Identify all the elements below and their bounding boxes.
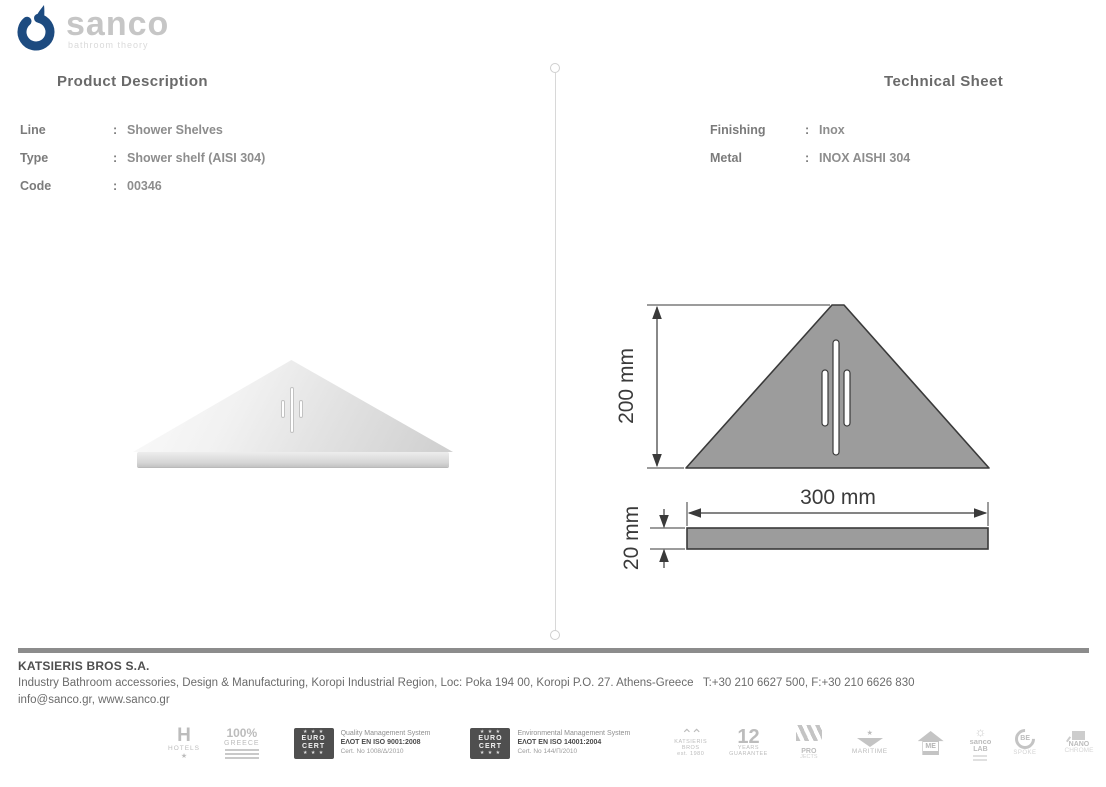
divider-bottom-circle: [550, 630, 560, 640]
drawing-slot-left: [821, 369, 829, 427]
iso-9001-badge: ★ ★ ★ EURO CERT ★ ★ ★ Quality Management…: [293, 727, 430, 759]
spec-value-finishing: Inox: [819, 123, 845, 137]
star-icon: ★: [180, 752, 188, 760]
hotels-icon: H: [177, 724, 191, 746]
spec-colon: :: [113, 151, 118, 165]
flag-icon: [1072, 730, 1086, 740]
circular-arrow-icon: BE: [1010, 725, 1040, 754]
certification-badges-row: H HOTELS ★ 100% GREECE ★ ★ ★ EURO CERT ★…: [168, 714, 1093, 772]
star-icon: ★: [866, 730, 873, 738]
footer-company-name: KATSIERIS BROS S.A.: [18, 659, 150, 673]
brand-tagline: bathroom theory: [68, 40, 149, 50]
katsieris-bros-badge: ⌃⌃ KATSIERIS BROS est. 1980: [674, 726, 708, 757]
nano-chrome-badge: NANO CHROME: [1065, 730, 1093, 755]
diagonal-stripes-icon: [795, 725, 822, 742]
12-years-guarantee-badge: 12 YEARS GUARANTEE: [729, 726, 768, 757]
spec-label-type: Type: [20, 151, 49, 165]
house-arrow-icon: ME: [917, 731, 944, 755]
shelf-front-edge: [137, 452, 449, 467]
lightbulb-icon: ☼: [974, 724, 987, 740]
sanco-droplet-icon: [17, 5, 55, 51]
divider-top-circle: [550, 63, 560, 73]
me-badge: ME: [917, 731, 944, 755]
brand-logo: sanco bathroom theory: [14, 4, 169, 54]
product-spec-table: Line : Shower Shelves Type : Shower shel…: [20, 123, 265, 207]
spec-colon: :: [113, 179, 118, 193]
product-description-title: Product Description: [57, 73, 208, 90]
eurocert-icon: ★ ★ ★ EURO CERT ★ ★ ★: [293, 727, 334, 759]
sanco-lab-badge: ☼ sanco LAB: [970, 724, 992, 761]
shelf-slot-right: [299, 400, 303, 418]
hotels-badge: H HOTELS ★: [168, 724, 201, 760]
vertical-divider: [555, 73, 556, 631]
eurocert-icon: ★ ★ ★ EURO CERT ★ ★ ★: [470, 727, 511, 759]
projects-badge: PRO JECTS: [795, 725, 822, 761]
spec-value-code: 00346: [127, 179, 162, 193]
small-text-lines: [970, 755, 992, 761]
maritime-badge: ★ MARITIME: [851, 730, 888, 756]
technical-sheet-title: Technical Sheet: [884, 73, 1004, 90]
width-dimension-label: 300 mm: [800, 486, 876, 509]
spec-colon: :: [805, 151, 810, 165]
product-photo: [133, 360, 453, 472]
spec-colon: :: [805, 123, 810, 137]
mountains-icon: ⌃⌃: [680, 726, 702, 743]
iso-14001-badge: ★ ★ ★ EURO CERT ★ ★ ★ Environmental Mana…: [470, 727, 630, 759]
brand-wordmark: sanco bathroom theory: [66, 4, 169, 54]
height-dimension-label: 200 mm: [615, 348, 638, 424]
spec-label-code: Code: [20, 179, 52, 193]
footer-contact: info@sanco.gr, www.sanco.gr: [18, 694, 170, 706]
greece-100-badge: 100% GREECE: [224, 727, 260, 759]
brand-name: sanco: [66, 5, 170, 43]
technical-spec-table: Finishing : Inox Metal : INOX AISHI 304: [710, 123, 910, 179]
footer-address: Industry Bathroom accessories, Design & …: [18, 677, 915, 689]
chevron-icon: [856, 738, 883, 748]
drawing-slot-right: [843, 369, 851, 427]
spec-value-line: Shower Shelves: [127, 123, 223, 137]
spec-label-line: Line: [20, 123, 46, 137]
shelf-slot-left: [281, 400, 285, 418]
flag-lines-icon: [224, 748, 259, 759]
footer-divider-bar: [18, 648, 1089, 653]
technical-drawing: 200 mm 300 mm 20 mm: [615, 304, 990, 570]
spec-value-type: Shower shelf (AISI 304): [127, 151, 266, 165]
spec-label-metal: Metal: [710, 151, 742, 165]
drawing-slot-center: [832, 339, 840, 456]
spec-label-finishing: Finishing: [710, 123, 766, 137]
spec-value-metal: INOX AISHI 304: [819, 151, 911, 165]
spec-colon: :: [113, 123, 118, 137]
bespoke-badge: BE SPOKE: [1010, 725, 1040, 756]
drawing-side-view-bar: [686, 527, 989, 550]
thickness-dimension-label: 20 mm: [620, 506, 643, 570]
shelf-slot-center: [290, 387, 294, 433]
